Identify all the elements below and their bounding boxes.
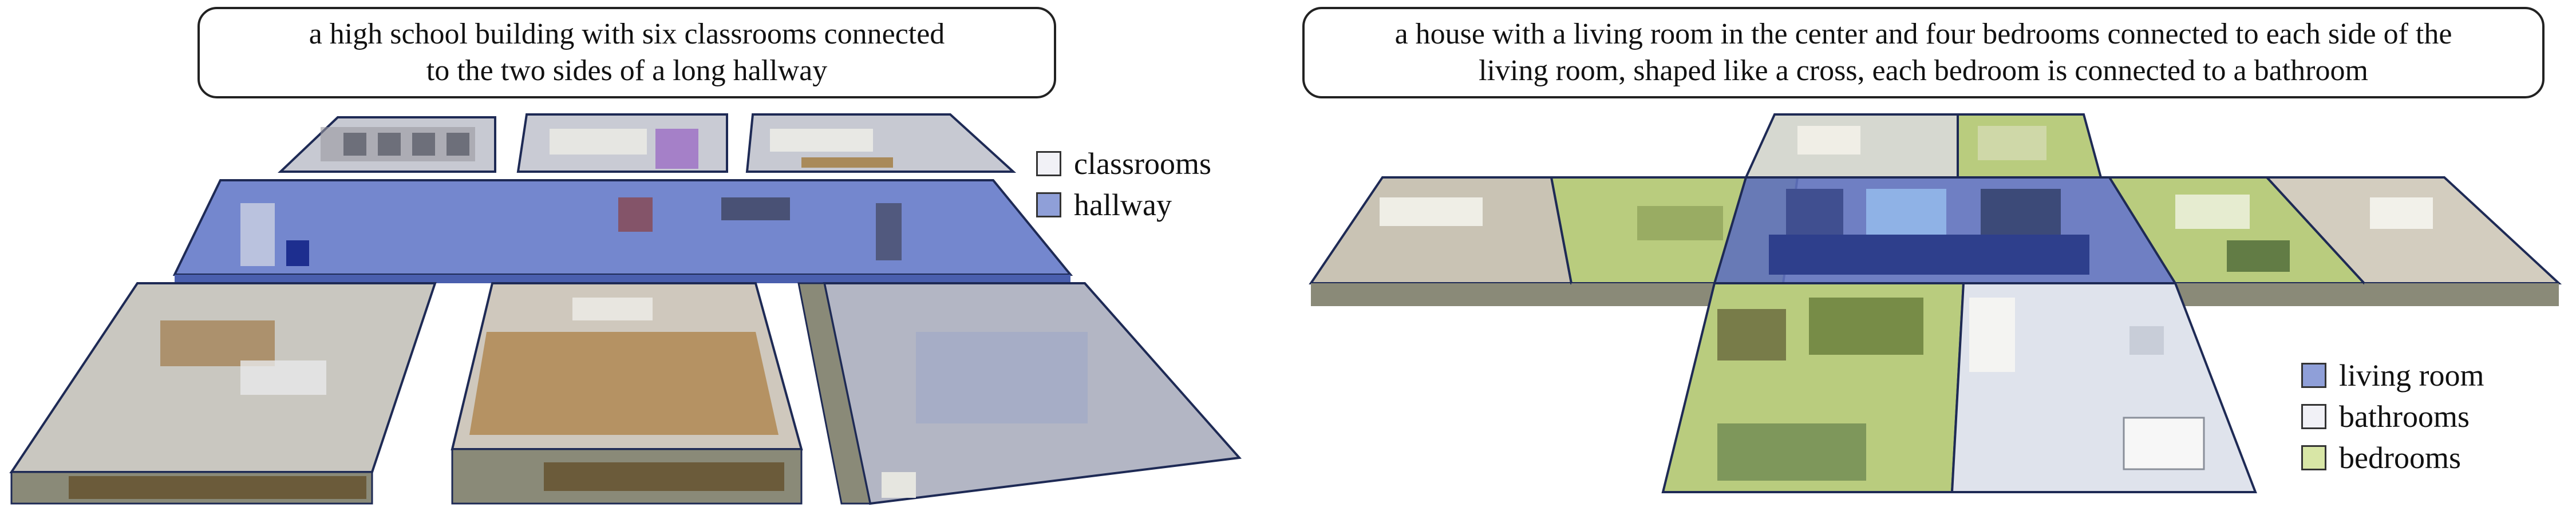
prompt-box-school: a high school building with six classroo… (197, 7, 1056, 98)
prompt-line-1: a house with a living room in the center… (1394, 18, 2452, 50)
legend-swatch-bathrooms (2301, 404, 2326, 429)
legend-label-bathrooms: bathrooms (2339, 399, 2470, 434)
bathroom-left (1309, 176, 1573, 306)
bathroom-back (1744, 113, 1959, 179)
prompt-line-2: living room, shaped like a cross, each b… (1479, 54, 2368, 87)
legend-item-hallway: hallway (1036, 184, 1211, 225)
legend-item-classrooms: classrooms (1036, 143, 1211, 184)
classroom-back-left (277, 116, 496, 173)
legend-swatch-living-room (2301, 363, 2326, 388)
legend-label-hallway: hallway (1074, 188, 1172, 222)
classroom-front-center (451, 282, 803, 505)
legend-swatch-hallway (1036, 192, 1061, 217)
legend-label-living-room: living room (2339, 358, 2484, 393)
classroom-back-right (745, 113, 1017, 173)
bathroom-front (1950, 282, 2257, 493)
left-panel-school: a high school building with six classroo… (0, 0, 1259, 515)
bedroom-right (2107, 176, 2367, 306)
bedroom-front (1661, 282, 1965, 493)
house-floorplan-render (1309, 113, 2562, 493)
legend-item-living-room: living room (2301, 355, 2484, 396)
legend-house: living room bathrooms bedrooms (2301, 355, 2484, 478)
legend-label-classrooms: classrooms (1074, 146, 1211, 181)
prompt-line-1: a high school building with six classroo… (309, 18, 945, 50)
prompt-line-2: to the two sides of a long hallway (426, 54, 828, 87)
right-panel-house: a house with a living room in the center… (1282, 0, 2576, 515)
school-floorplan-render (9, 113, 1242, 505)
hallway-room (172, 179, 1073, 283)
bathroom-right (2264, 176, 2562, 306)
classroom-front-right (797, 282, 1242, 505)
living-room (1713, 176, 2178, 284)
legend-school: classrooms hallway (1036, 143, 1211, 225)
legend-label-bedrooms: bedrooms (2339, 441, 2461, 475)
prompt-box-house: a house with a living room in the center… (1302, 7, 2545, 98)
legend-item-bathrooms: bathrooms (2301, 396, 2484, 437)
classroom-back-center (516, 113, 728, 173)
classroom-front-left (9, 282, 437, 505)
legend-swatch-bedrooms (2301, 445, 2326, 470)
bedroom-back (1957, 113, 2103, 179)
legend-item-bedrooms: bedrooms (2301, 437, 2484, 478)
legend-swatch-classrooms (1036, 151, 1061, 176)
